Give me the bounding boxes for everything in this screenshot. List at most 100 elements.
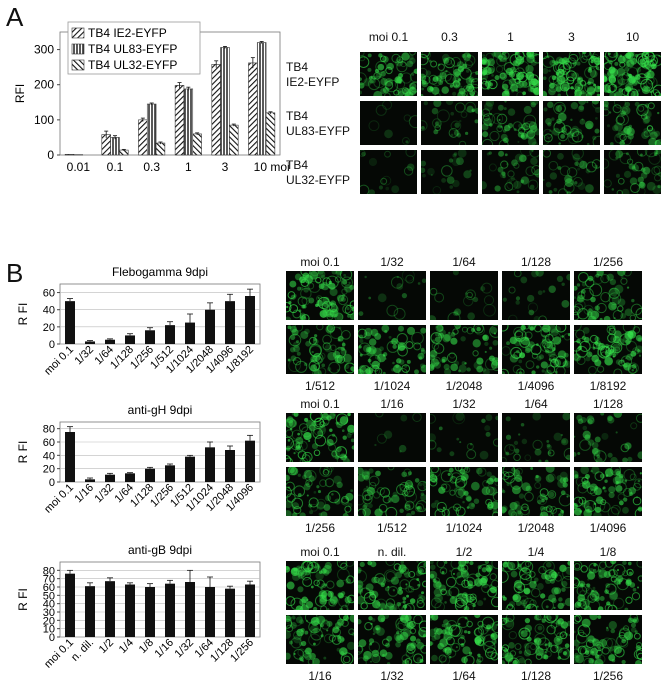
micrograph-tile xyxy=(430,615,498,664)
bar xyxy=(145,469,155,482)
column-label: 1/4096 xyxy=(574,521,642,535)
bar xyxy=(125,473,135,482)
y-tick-label: 0 xyxy=(47,148,54,162)
column-label: 1/32 xyxy=(358,255,426,269)
micrograph-tile xyxy=(502,325,570,374)
column-label: 1/8192 xyxy=(574,379,642,393)
bar xyxy=(165,325,175,344)
column-label: 1/64 xyxy=(430,255,498,269)
bar xyxy=(125,335,135,344)
y-tick-label: 0 xyxy=(49,477,55,489)
micrograph-tile xyxy=(574,615,642,664)
bar xyxy=(245,585,255,638)
x-tick-label: moi 0.1 xyxy=(42,344,76,378)
column-label: 1/256 xyxy=(574,255,642,269)
y-tick-label: 40 xyxy=(43,450,55,462)
bar xyxy=(65,432,75,482)
column-label: 1/256 xyxy=(286,521,354,535)
micrograph-tile xyxy=(430,325,498,374)
bar xyxy=(205,587,215,637)
x-tick-label: 1/256 xyxy=(228,637,256,665)
bar xyxy=(105,581,115,637)
micrograph-tile xyxy=(358,561,426,610)
legend-swatch xyxy=(72,60,84,70)
micrograph-tile xyxy=(358,413,426,462)
micrograph-tile xyxy=(430,561,498,610)
micrograph-tile xyxy=(430,413,498,462)
micrograph-tile xyxy=(502,413,570,462)
bar xyxy=(138,120,147,155)
bar xyxy=(257,43,266,155)
bar xyxy=(245,296,255,344)
column-label: moi 0.1 xyxy=(286,545,354,559)
bar xyxy=(184,89,193,155)
x-tick-label: 1/32 xyxy=(92,482,116,506)
micrograph-tile xyxy=(286,615,354,664)
column-label: 1/16 xyxy=(358,397,426,411)
micrograph-tile xyxy=(574,413,642,462)
column-label: 1/4096 xyxy=(502,379,570,393)
column-label: 10 xyxy=(604,30,661,44)
micrograph-tile xyxy=(574,325,642,374)
y-tick-label: 200 xyxy=(34,78,54,92)
micrograph-tile xyxy=(482,101,539,145)
legend-label: TB4 UL83-EYFP xyxy=(88,42,177,56)
column-label: 1/256 xyxy=(574,669,642,683)
column-label: 1/64 xyxy=(502,397,570,411)
bar xyxy=(248,63,257,155)
column-label: moi 0.1 xyxy=(286,255,354,269)
column-label: 1/128 xyxy=(502,255,570,269)
bar xyxy=(125,585,135,638)
bar xyxy=(229,125,238,155)
micrograph-tile xyxy=(358,271,426,320)
chart-title: anti-gB 9dpi xyxy=(128,543,192,557)
column-label: 1/2048 xyxy=(430,379,498,393)
micrograph-tile xyxy=(286,271,354,320)
micrograph-tile xyxy=(574,467,642,516)
bar xyxy=(145,330,155,344)
chart-title: anti-gH 9dpi xyxy=(128,403,193,417)
x-tick-label: 0.3 xyxy=(143,160,160,174)
x-tick-label: 1/32 xyxy=(72,344,96,368)
column-label: 0.3 xyxy=(421,30,478,44)
column-label: 1/32 xyxy=(358,669,426,683)
bar xyxy=(185,323,195,344)
bar xyxy=(145,587,155,637)
micrograph-tile xyxy=(482,52,539,96)
micrograph-tile xyxy=(502,467,570,516)
bar xyxy=(185,582,195,637)
column-label: 1/32 xyxy=(430,397,498,411)
y-tick-label: 20 xyxy=(43,464,55,476)
column-label: 1/128 xyxy=(574,397,642,411)
y-tick-label: 60 xyxy=(43,437,55,449)
bar xyxy=(147,104,156,155)
legend-label: TB4 IE2-EYFP xyxy=(88,26,167,40)
column-label: 1/512 xyxy=(358,521,426,535)
micrograph-tile xyxy=(286,413,354,462)
column-label: 1/8 xyxy=(574,545,642,559)
micrograph-tile xyxy=(421,150,478,194)
bar xyxy=(175,85,184,155)
x-tick-label: 1/32 xyxy=(172,637,196,661)
bar xyxy=(65,154,74,155)
y-tick-label: 300 xyxy=(34,43,54,57)
bar xyxy=(205,447,215,482)
micrograph-tile xyxy=(421,52,478,96)
x-tick-label: 1/4 xyxy=(117,637,136,656)
micrograph-tile xyxy=(574,271,642,320)
x-tick-label: 0.1 xyxy=(107,160,124,174)
x-tick-label: 1 xyxy=(185,160,192,174)
micrograph-tile xyxy=(286,467,354,516)
column-label: 1 xyxy=(482,30,539,44)
micrograph-tile xyxy=(286,325,354,374)
legend-swatch xyxy=(72,44,84,54)
bar xyxy=(156,143,165,155)
column-label: 3 xyxy=(543,30,600,44)
